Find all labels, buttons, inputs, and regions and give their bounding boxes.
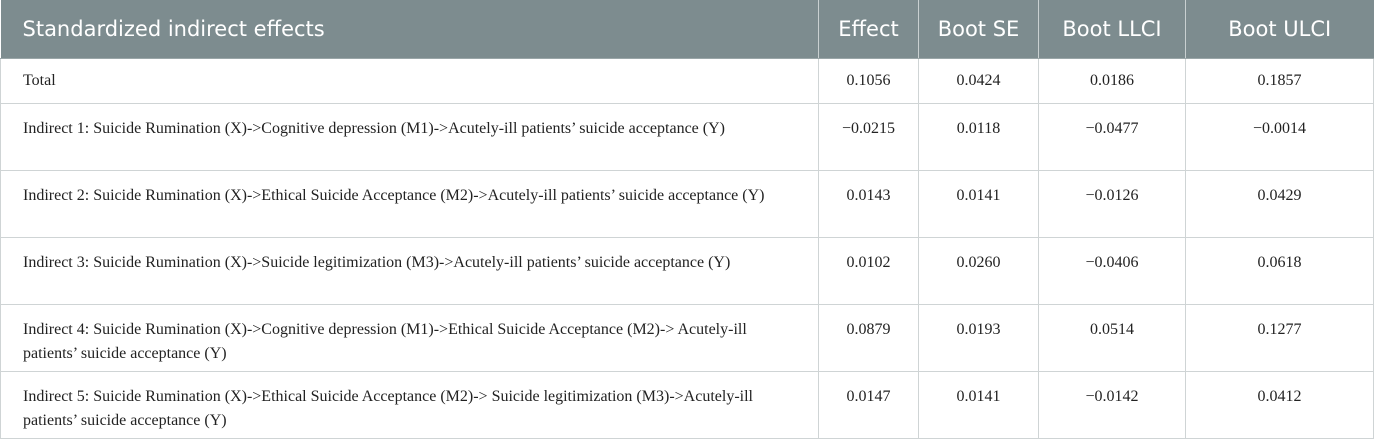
cell-effect: 0.0879 [818,304,919,372]
cell-boot-ulci: 0.0412 [1185,371,1374,439]
cell-boot-ulci: 0.0429 [1185,170,1374,238]
table-header: Standardized indirect effects Effect Boo… [0,0,1374,59]
cell-boot-ulci: 0.1277 [1185,304,1374,372]
header-boot-se: Boot SE [918,0,1039,59]
header-row: Standardized indirect effects Effect Boo… [0,0,1374,59]
table-row: Indirect 3: Suicide Rumination (X)->Suic… [0,237,1374,305]
cell-effect: 0.0143 [818,170,919,238]
cell-boot-se: 0.0141 [918,170,1039,238]
cell-boot-llci: 0.0514 [1038,304,1186,372]
row-label: Indirect 4: Suicide Rumination (X)->Cogn… [0,304,819,372]
row-label: Indirect 1: Suicide Rumination (X)->Cogn… [0,103,819,171]
table-body: Total 0.1056 0.0424 0.0186 0.1857 Indire… [0,58,1374,439]
cell-effect: 0.0102 [818,237,919,305]
cell-boot-se: 0.0118 [918,103,1039,171]
header-boot-llci: Boot LLCI [1038,0,1186,59]
cell-boot-se: 0.0260 [918,237,1039,305]
header-effect: Effect [818,0,919,59]
cell-effect: 0.1056 [818,58,919,104]
table-row: Indirect 1: Suicide Rumination (X)->Cogn… [0,103,1374,171]
cell-boot-ulci: 0.0618 [1185,237,1374,305]
cell-boot-se: 0.0424 [918,58,1039,104]
row-label: Indirect 2: Suicide Rumination (X)->Ethi… [0,170,819,238]
table-row: Indirect 5: Suicide Rumination (X)->Ethi… [0,371,1374,439]
cell-boot-se: 0.0193 [918,304,1039,372]
cell-boot-ulci: −0.0014 [1185,103,1374,171]
header-boot-ulci: Boot ULCI [1185,0,1374,59]
cell-boot-ulci: 0.1857 [1185,58,1374,104]
table-row: Indirect 2: Suicide Rumination (X)->Ethi… [0,170,1374,238]
cell-boot-llci: −0.0142 [1038,371,1186,439]
row-label: Indirect 3: Suicide Rumination (X)->Suic… [0,237,819,305]
table-row: Total 0.1056 0.0424 0.0186 0.1857 [0,58,1374,104]
cell-effect: −0.0215 [818,103,919,171]
table-row: Indirect 4: Suicide Rumination (X)->Cogn… [0,304,1374,372]
cell-boot-llci: −0.0477 [1038,103,1186,171]
cell-effect: 0.0147 [818,371,919,439]
cell-boot-se: 0.0141 [918,371,1039,439]
row-label: Indirect 5: Suicide Rumination (X)->Ethi… [0,371,819,439]
cell-boot-llci: 0.0186 [1038,58,1186,104]
row-label: Total [0,58,819,104]
cell-boot-llci: −0.0126 [1038,170,1186,238]
cell-boot-llci: −0.0406 [1038,237,1186,305]
header-standardized-indirect-effects: Standardized indirect effects [0,0,819,59]
